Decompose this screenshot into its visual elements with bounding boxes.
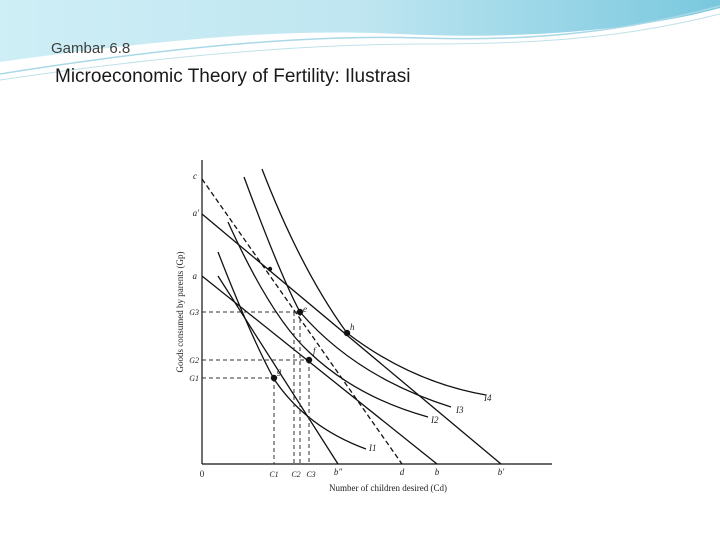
point-e-label: e (303, 304, 307, 314)
y-axis-label: Goods consumed by parents (Gp) (175, 252, 185, 373)
y-tick-g1: G1 (189, 374, 199, 383)
x-tick-c3: C3 (306, 470, 315, 479)
fertility-diagram: e f g h I1 I2 I3 I4 c a' a G3 G2 G1 0 C1… (175, 160, 552, 493)
y-point-c: c (193, 171, 197, 181)
point-h-label: h (350, 322, 355, 332)
point-intersect-dot (267, 266, 273, 272)
budget-line-a-bdprime (217, 275, 339, 465)
budget-line-c-d (201, 178, 403, 465)
point-f-label: f (313, 346, 317, 356)
x-tick-d: d (400, 467, 405, 477)
slide-title: Microeconomic Theory of Fertility: Ilust… (55, 66, 411, 87)
slide-kicker: Gambar 6.8 (51, 40, 131, 57)
x-tick-b-dprime: b" (334, 467, 343, 477)
indifference-curve-i3 (243, 176, 452, 408)
budget-line-a-b (201, 275, 438, 465)
origin-label: 0 (200, 469, 205, 479)
x-tick-c1: C1 (269, 470, 278, 479)
y-point-a: a (193, 271, 198, 281)
guide-lines (202, 311, 310, 464)
curve-i3-label: I3 (455, 405, 464, 415)
x-tick-b-prime: b' (498, 467, 506, 477)
indifference-curve-i2 (227, 221, 429, 418)
y-point-a-prime: a' (193, 208, 201, 218)
y-tick-g2: G2 (189, 356, 199, 365)
curve-i4-label: I4 (483, 393, 492, 403)
point-g-label: g (277, 366, 282, 376)
curve-i2-label: I2 (430, 415, 439, 425)
x-tick-b: b (435, 467, 440, 477)
point-e-dot (296, 308, 304, 316)
point-h-dot (343, 329, 351, 337)
indifference-curve-i4 (261, 168, 487, 396)
point-g-dot (270, 374, 278, 382)
curve-i1-label: I1 (368, 443, 377, 453)
header-wave-decoration (0, 0, 720, 81)
y-tick-g3: G3 (189, 308, 199, 317)
point-f-dot (305, 356, 313, 364)
x-axis-label: Number of children desired (Cd) (329, 483, 447, 493)
budget-line-aprime-bprime (201, 213, 502, 465)
x-tick-c2: C2 (291, 470, 300, 479)
indifference-curve-i1 (217, 251, 367, 450)
